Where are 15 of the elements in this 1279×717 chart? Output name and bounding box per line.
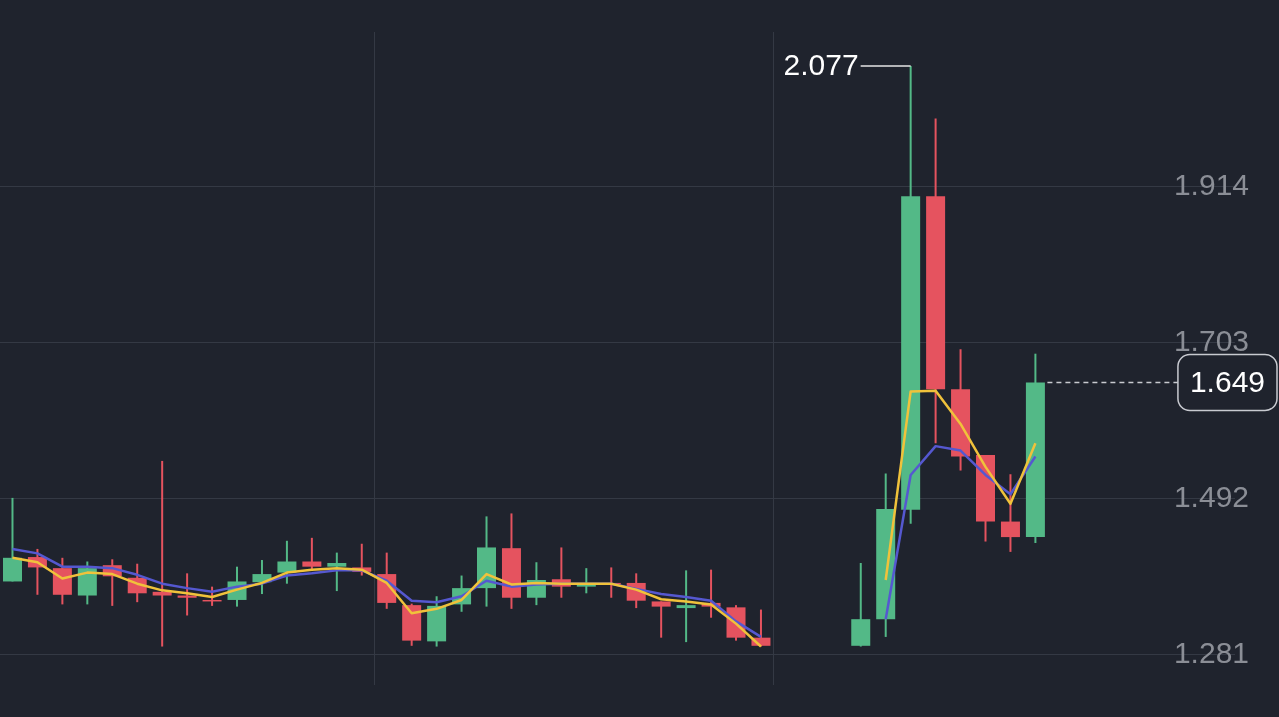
candlestick	[327, 551, 347, 593]
candlestick	[1000, 473, 1020, 553]
y-tick-label: 1.914	[1173, 167, 1249, 201]
candlestick	[651, 600, 671, 639]
candlestick	[2, 496, 22, 583]
ref-line-label: 1.649	[1189, 364, 1265, 398]
candlestick	[152, 459, 172, 648]
candlestick	[676, 569, 696, 644]
candlestick	[277, 539, 297, 585]
y-tick-label: 1.703	[1173, 323, 1249, 357]
candlestick	[302, 536, 322, 571]
annotation: 2.077	[783, 48, 859, 82]
candlestick	[177, 572, 197, 617]
y-tick-label: 1.281	[1173, 635, 1249, 669]
y-tick-label: 1.492	[1173, 479, 1249, 513]
